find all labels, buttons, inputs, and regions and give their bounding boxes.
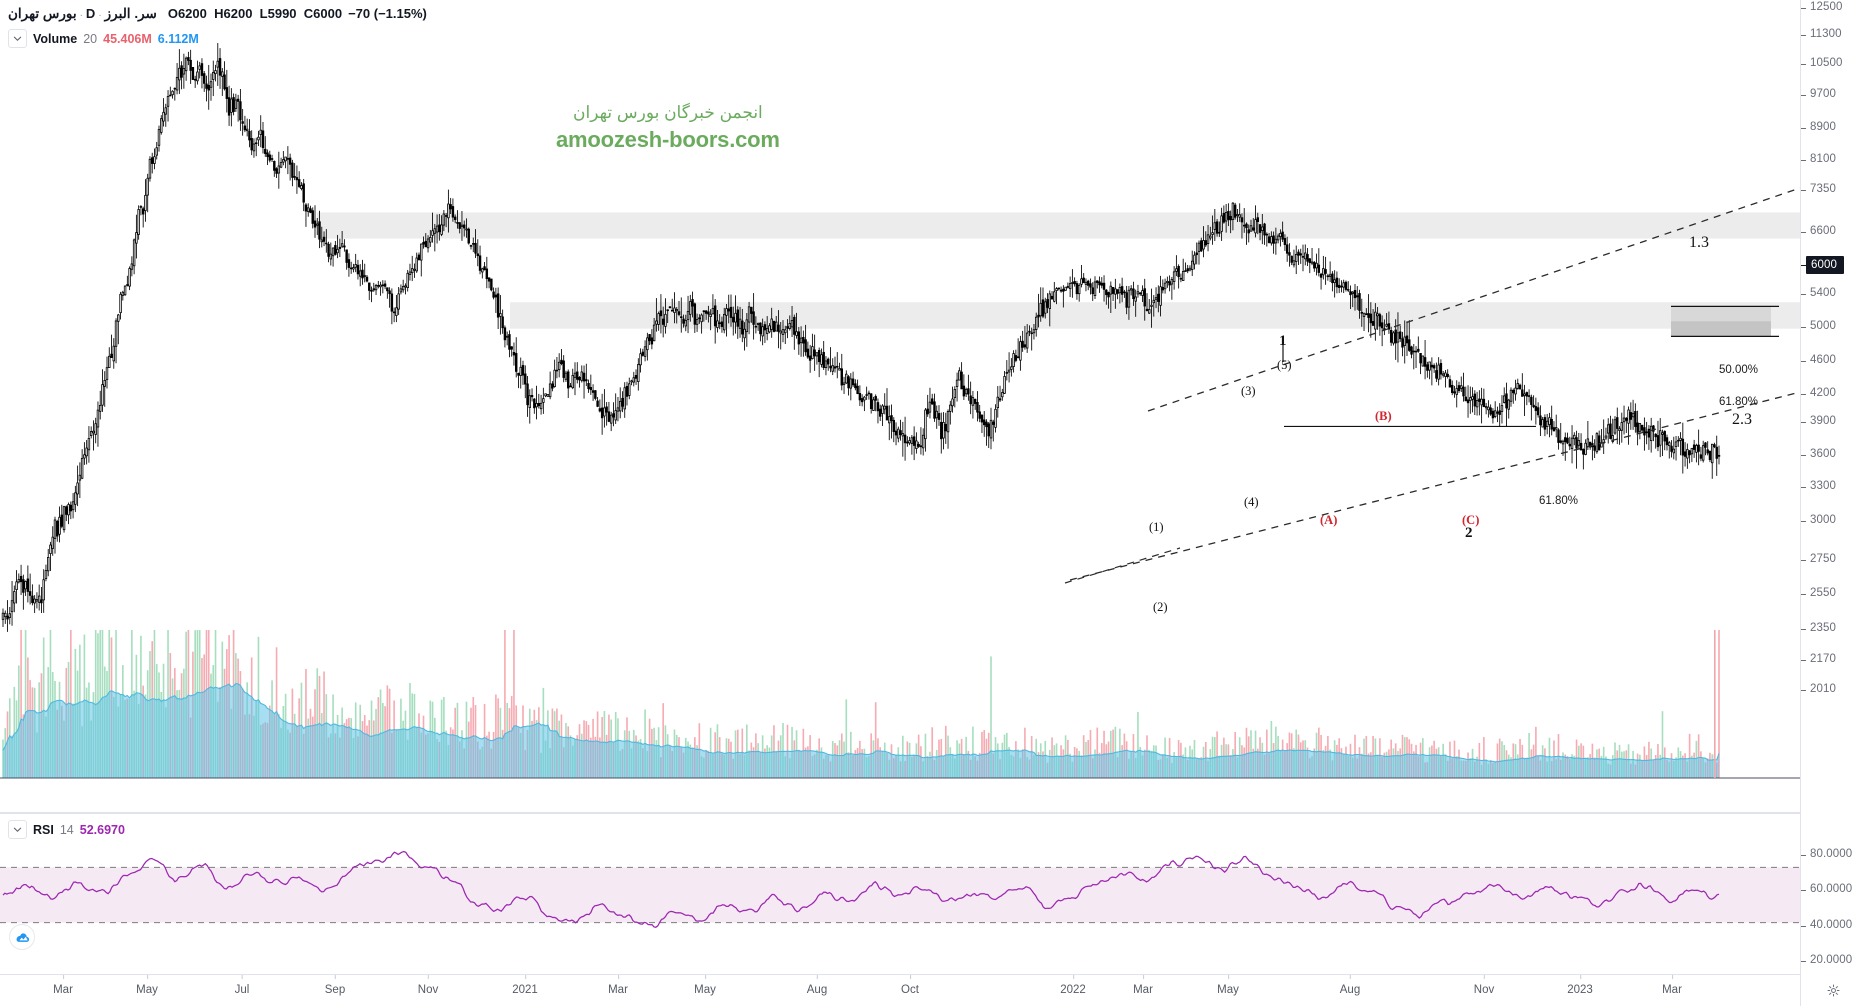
price-axis-tick-label: 20.0000 xyxy=(1810,954,1853,966)
candlestick-series xyxy=(1,43,1721,632)
time-axis-tick-label: Nov xyxy=(417,975,439,996)
supply-zone xyxy=(317,212,1800,239)
price-axis-tick-label: 4200 xyxy=(1810,387,1836,399)
price-axis-tick-label: 3600 xyxy=(1810,448,1836,460)
price-axis-tick-label: 5000 xyxy=(1810,320,1836,332)
fib-zone-50 xyxy=(1671,306,1771,322)
volume-ma-area xyxy=(3,683,1719,778)
rsi-chart-canvas[interactable] xyxy=(0,814,1800,974)
price-axis-tick-label: 80.0000 xyxy=(1810,848,1853,860)
time-axis-tick-label: Aug xyxy=(1339,975,1361,996)
fib-zone-618 xyxy=(1671,321,1771,337)
price-axis-tick-label: 5400 xyxy=(1810,287,1836,299)
price-axis-tick-label: 2010 xyxy=(1810,683,1836,695)
tradingview-logo-icon[interactable] xyxy=(9,924,35,950)
price-axis-tick-label: 2350 xyxy=(1810,622,1836,634)
time-axis-tick-label: Mar xyxy=(608,975,628,996)
trend-channel xyxy=(1069,187,1800,581)
price-axis-tick-label: 2550 xyxy=(1810,587,1836,599)
price-axis-tick-label: 6000 xyxy=(1806,256,1844,274)
price-axis-tick-label: 6600 xyxy=(1810,225,1836,237)
wave-guide-line xyxy=(1064,547,1181,584)
price-axis-tick-label: 12500 xyxy=(1810,1,1843,13)
price-axis-tick-label: 2170 xyxy=(1810,653,1836,665)
gear-icon xyxy=(1826,983,1840,997)
chart-settings-button[interactable] xyxy=(1800,974,1865,1006)
price-axis-tick-label: 60.0000 xyxy=(1810,883,1853,895)
time-axis-tick-label: Aug xyxy=(806,975,828,996)
time-axis-tick-label: May xyxy=(694,975,716,996)
time-axis-tick-label: Mar xyxy=(53,975,73,996)
time-axis-tick-label: Oct xyxy=(901,975,919,996)
time-axis-tick-label: May xyxy=(136,975,158,996)
rsi-pane[interactable] xyxy=(0,813,1800,974)
price-axis-tick-label: 8100 xyxy=(1810,153,1836,165)
price-axis-tick-label: 3000 xyxy=(1810,514,1836,526)
price-axis-tick-label: 11300 xyxy=(1810,28,1842,40)
time-axis-tick-label: Mar xyxy=(1133,975,1153,996)
time-axis[interactable]: Mar May Jul Sep Nov 2021 Mar May Aug Oct 2022 Mar Ma… xyxy=(0,974,1865,1006)
time-axis-tick-label: 2023 xyxy=(1567,975,1593,996)
chevron-down-icon[interactable] xyxy=(8,29,27,48)
time-axis-tick-label: Sep xyxy=(324,975,346,996)
volume-ma-line xyxy=(2,683,1720,763)
price-axis-tick-label: 10500 xyxy=(1810,57,1843,69)
rsi-line xyxy=(2,850,1720,928)
price-axis-tick-label: 8900 xyxy=(1810,121,1836,133)
price-chart-canvas[interactable] xyxy=(0,0,1800,812)
price-axis-tick-label: 4600 xyxy=(1810,354,1836,366)
price-axis[interactable]: 12500 11300 10500 9700 8900 8100 7350 6600 6000 5… xyxy=(1800,0,1865,996)
volume-last-bar xyxy=(1714,630,1716,778)
time-axis-tick-label: May xyxy=(1217,975,1239,996)
time-axis-tick-label: Nov xyxy=(1473,975,1495,996)
time-axis-tick-label: 2022 xyxy=(1060,975,1086,996)
price-axis-tick-label: 2750 xyxy=(1810,553,1836,565)
price-axis-tick-label: 7350 xyxy=(1810,183,1836,195)
price-axis-tick-label: 40.0000 xyxy=(1810,919,1853,931)
price-axis-tick-label: 3300 xyxy=(1810,480,1836,492)
price-axis-tick-label: 9700 xyxy=(1810,88,1836,100)
time-axis-tick-label: Mar xyxy=(1662,975,1682,996)
price-pane[interactable] xyxy=(0,0,1800,812)
chevron-down-icon[interactable] xyxy=(8,820,27,839)
price-axis-tick-label: 3900 xyxy=(1810,415,1836,427)
pane-divider xyxy=(0,812,1865,813)
time-axis-tick-label: 2021 xyxy=(512,975,538,996)
time-axis-tick-label: Jul xyxy=(234,975,250,996)
